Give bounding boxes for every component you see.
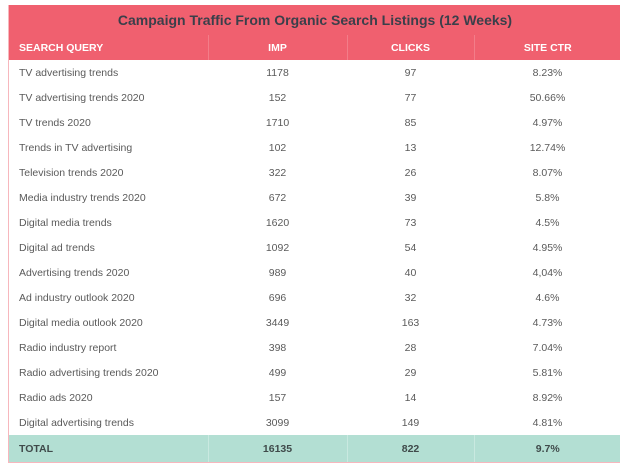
cell-clicks: 39 — [404, 191, 417, 204]
cell-search-query: Advertising trends 2020 — [19, 266, 130, 279]
cell-clicks: 28 — [404, 341, 417, 354]
table-row: Advertising trends 2020 989 40 4,04% — [9, 260, 620, 285]
cell-site-ctr: 8.92% — [532, 391, 563, 404]
header-search-query: SEARCH QUERY — [9, 35, 208, 60]
cell-search-query: Digital media trends — [19, 216, 112, 229]
table-row: Digital media trends 1620 73 4.5% — [9, 210, 620, 235]
cell-imp: 1092 — [265, 241, 290, 254]
cell-clicks: 149 — [401, 416, 420, 429]
traffic-table-container: Campaign Traffic From Organic Search Lis… — [8, 5, 620, 463]
cell-imp: 102 — [268, 141, 287, 154]
cell-site-ctr: 7.04% — [532, 341, 563, 354]
cell-site-ctr: 4.6% — [535, 291, 560, 304]
cell-site-ctr: 8.07% — [532, 166, 563, 179]
cell-imp: 672 — [268, 191, 287, 204]
cell-site-ctr: 50.66% — [529, 91, 566, 104]
cell-site-ctr: 4.97% — [532, 116, 563, 129]
table-row: Media industry trends 2020 672 39 5.8% — [9, 185, 620, 210]
total-clicks: 822 — [346, 435, 474, 462]
table-row: Digital media outlook 2020 3449 163 4.73% — [9, 310, 620, 335]
table-row: Television trends 2020 322 26 8.07% — [9, 160, 620, 185]
traffic-table: SEARCH QUERY IMP CLICKS SITE CTR TV adve… — [9, 35, 620, 462]
cell-imp: 1710 — [265, 116, 290, 129]
cell-imp: 1178 — [266, 66, 289, 79]
cell-search-query: Digital advertising trends — [19, 416, 134, 429]
cell-site-ctr: 4.95% — [532, 241, 563, 254]
cell-clicks: 77 — [404, 91, 417, 104]
cell-search-query: Digital media outlook 2020 — [19, 316, 143, 329]
total-imp: 16135 — [207, 435, 347, 462]
cell-search-query: Radio ads 2020 — [19, 391, 93, 404]
table-row: Ad industry outlook 2020 696 32 4.6% — [9, 285, 620, 310]
cell-search-query: Radio industry report — [19, 341, 117, 354]
cell-clicks: 13 — [404, 141, 417, 154]
cell-site-ctr: 4.73% — [532, 316, 563, 329]
table-row: TV advertising trends 1178 97 8.23% — [9, 60, 620, 85]
cell-clicks: 32 — [404, 291, 417, 304]
cell-site-ctr: 12.74% — [529, 141, 566, 154]
cell-clicks: 73 — [404, 216, 417, 229]
cell-imp: 989 — [268, 266, 287, 279]
table-row: Digital ad trends 1092 54 4.95% — [9, 235, 620, 260]
header-row: SEARCH QUERY IMP CLICKS SITE CTR — [9, 35, 620, 60]
cell-search-query: TV trends 2020 — [19, 116, 91, 129]
total-row: TOTAL 16135 822 9.7% — [9, 435, 620, 462]
cell-clicks: 14 — [404, 391, 417, 404]
header-clicks: CLICKS — [346, 35, 474, 60]
cell-clicks: 40 — [404, 266, 417, 279]
cell-clicks: 85 — [404, 116, 417, 129]
table-row: Digital advertising trends 3099 149 4.81% — [9, 410, 620, 435]
header-imp: IMP — [207, 35, 347, 60]
table-row: Trends in TV advertising 102 13 12.74% — [9, 135, 620, 160]
table-title: Campaign Traffic From Organic Search Lis… — [9, 5, 620, 35]
cell-imp: 696 — [268, 291, 287, 304]
cell-search-query: Ad industry outlook 2020 — [19, 291, 135, 304]
cell-imp: 499 — [268, 366, 287, 379]
cell-imp: 152 — [268, 91, 287, 104]
table-row: Radio industry report 398 28 7.04% — [9, 335, 620, 360]
table-row: Radio ads 2020 157 14 8.92% — [9, 385, 620, 410]
total-search-query: TOTAL — [9, 435, 208, 462]
table-row: TV advertising trends 2020 152 77 50.66% — [9, 85, 620, 110]
cell-site-ctr: 8.23% — [532, 66, 563, 79]
table-row: Radio advertising trends 2020 499 29 5.81% — [9, 360, 620, 385]
cell-site-ctr: 4,04% — [532, 266, 563, 279]
cell-clicks: 29 — [404, 366, 417, 379]
cell-imp: 322 — [268, 166, 287, 179]
cell-search-query: Radio advertising trends 2020 — [19, 366, 159, 379]
cell-imp: 3449 — [265, 316, 290, 329]
cell-imp: 3099 — [265, 416, 290, 429]
cell-clicks: 97 — [404, 66, 417, 79]
cell-search-query: Trends in TV advertising — [19, 141, 133, 154]
cell-clicks: 26 — [404, 166, 417, 179]
cell-search-query: Media industry trends 2020 — [19, 191, 146, 204]
cell-clicks: 54 — [404, 241, 417, 254]
cell-search-query: Digital ad trends — [19, 241, 95, 254]
cell-site-ctr: 5.81% — [532, 366, 563, 379]
cell-imp: 157 — [268, 391, 287, 404]
table-row: TV trends 2020 1710 85 4.97% — [9, 110, 620, 135]
cell-imp: 1620 — [265, 216, 290, 229]
cell-clicks: 163 — [401, 316, 420, 329]
total-site-ctr: 9.7% — [473, 435, 620, 462]
cell-search-query: TV advertising trends 2020 — [19, 91, 145, 104]
cell-site-ctr: 4.81% — [532, 416, 563, 429]
cell-imp: 398 — [268, 341, 287, 354]
cell-search-query: Television trends 2020 — [19, 166, 124, 179]
cell-site-ctr: 4.5% — [535, 216, 560, 229]
cell-search-query: TV advertising trends — [19, 66, 119, 79]
header-site-ctr: SITE CTR — [473, 35, 620, 60]
cell-site-ctr: 5.8% — [535, 191, 560, 204]
